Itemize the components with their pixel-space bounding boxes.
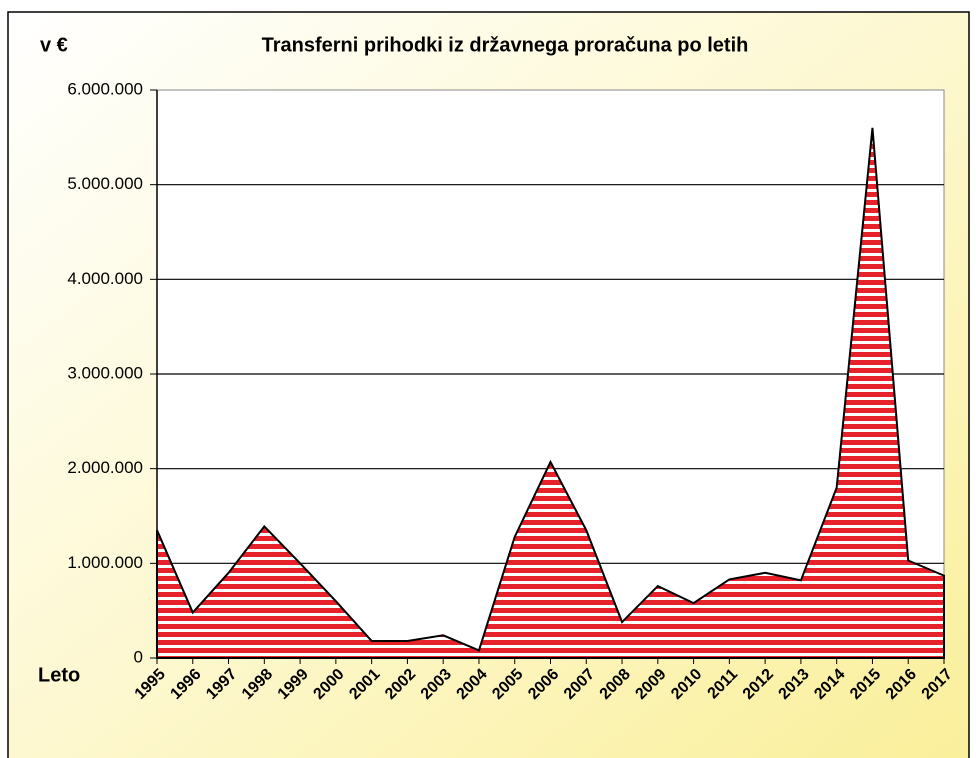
chart-title: Transferni prihodki iz državnega proraču… (262, 34, 749, 56)
y-axis-label: v € (40, 34, 68, 56)
y-tick-label: 4.000.000 (67, 269, 143, 288)
x-axis-label: Leto (38, 664, 80, 686)
y-tick-label: 6.000.000 (67, 79, 143, 98)
area (156, 127, 945, 659)
y-tick-label: 2.000.000 (67, 458, 143, 477)
y-tick-label: 5.000.000 (67, 174, 143, 193)
y-tick-label: 1.000.000 (67, 553, 143, 572)
y-tick-label: 0 (134, 647, 143, 666)
y-tick-label: 3.000.000 (67, 363, 143, 382)
